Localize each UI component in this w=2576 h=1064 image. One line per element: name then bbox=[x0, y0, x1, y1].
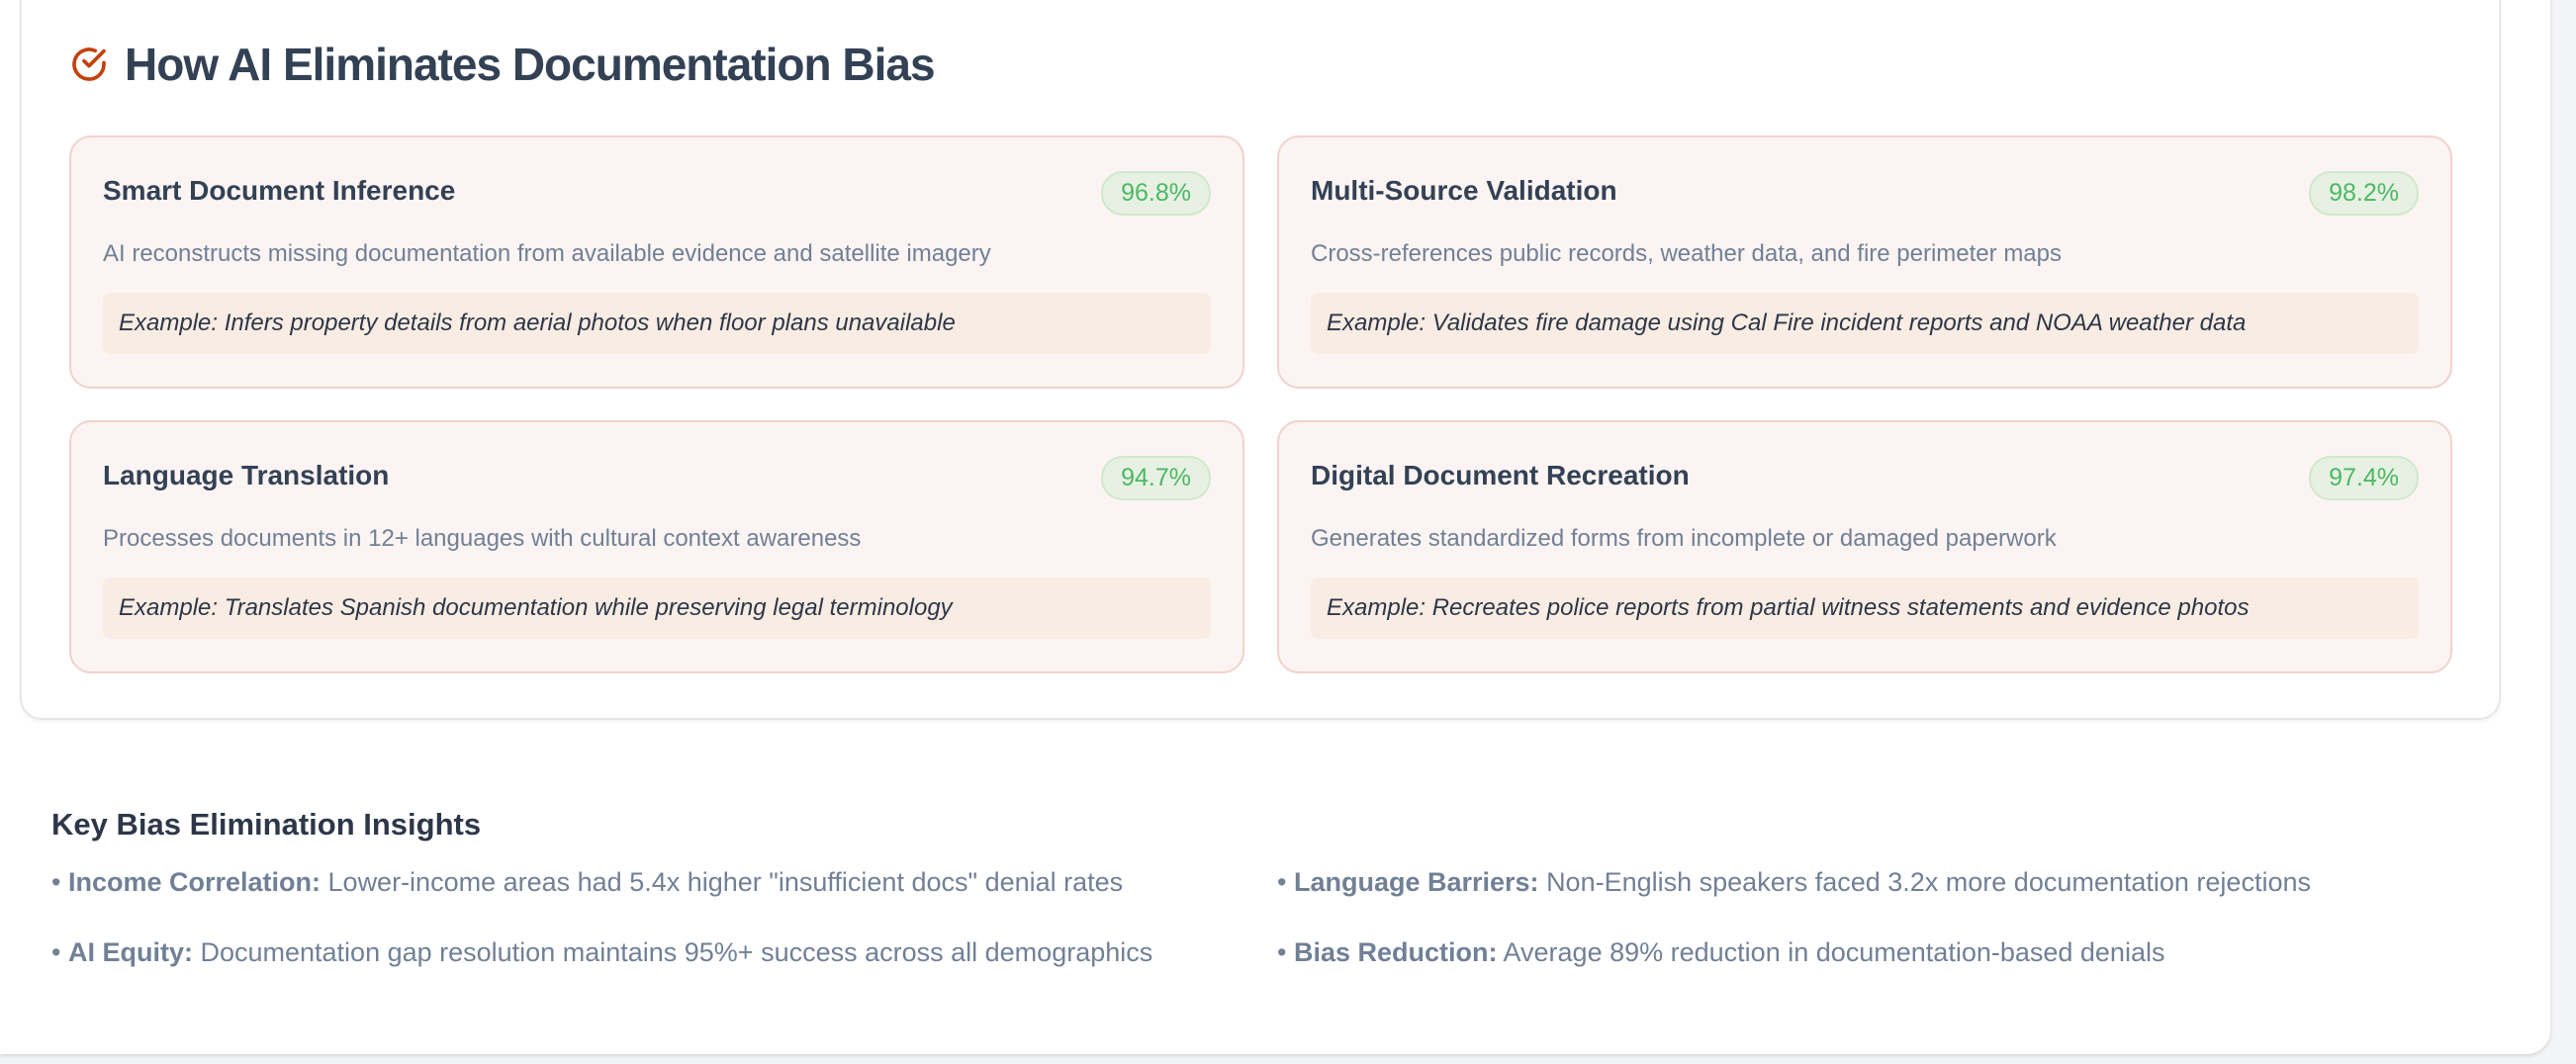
check-circle-icon bbox=[72, 47, 106, 81]
card-title: Language Translation bbox=[103, 460, 390, 490]
insight-item: • Bias Reduction: Average 89% reduction … bbox=[1277, 937, 2165, 967]
insight-label: Bias Reduction: bbox=[1293, 937, 1498, 967]
card-description: Cross-references public records, weather… bbox=[1311, 240, 2062, 267]
card-title: Multi-Source Validation bbox=[1311, 175, 1617, 206]
feature-card: Multi-Source Validation 98.2% Cross-refe… bbox=[1277, 135, 2452, 389]
insight-text: Average 89% reduction in documentation-b… bbox=[1503, 937, 2165, 967]
feature-card: Smart Document Inference 96.8% AI recons… bbox=[69, 135, 1244, 389]
card-description: Generates standardized forms from incomp… bbox=[1311, 525, 2057, 552]
accuracy-badge: 96.8% bbox=[1101, 171, 1211, 216]
insight-item: • Income Correlation: Lower-income areas… bbox=[51, 867, 1124, 897]
insight-item: • Language Barriers: Non-English speaker… bbox=[1277, 867, 2311, 897]
section-title: How AI Eliminates Documentation Bias bbox=[125, 39, 936, 90]
card-example: Example: Recreates police reports from p… bbox=[1311, 577, 2419, 639]
card-description: AI reconstructs missing documentation fr… bbox=[103, 240, 991, 267]
feature-card: Digital Document Recreation 97.4% Genera… bbox=[1277, 420, 2452, 673]
insight-text: Lower-income areas had 5.4x higher "insu… bbox=[327, 867, 1124, 897]
insight-text: Non-English speakers faced 3.2x more doc… bbox=[1546, 867, 2311, 897]
card-title: Digital Document Recreation bbox=[1311, 460, 1690, 490]
insight-label: Income Correlation: bbox=[67, 867, 322, 897]
card-example: Example: Infers property details from ae… bbox=[103, 293, 1211, 354]
accuracy-badge: 98.2% bbox=[2309, 171, 2419, 216]
card-title: Smart Document Inference bbox=[103, 175, 456, 206]
insight-label: AI Equity: bbox=[67, 937, 193, 967]
card-example: Example: Translates Spanish documentatio… bbox=[103, 577, 1211, 639]
card-description: Processes documents in 12+ languages wit… bbox=[103, 525, 862, 552]
accuracy-badge: 94.7% bbox=[1101, 456, 1211, 500]
feature-card: Language Translation 94.7% Processes doc… bbox=[69, 420, 1244, 673]
card-example: Example: Validates fire damage using Cal… bbox=[1311, 293, 2419, 354]
insights-title: Key Bias Elimination Insights bbox=[51, 807, 482, 842]
section-heading: How AI Eliminates Documentation Bias bbox=[69, 38, 936, 91]
accuracy-badge: 97.4% bbox=[2309, 456, 2419, 500]
insight-item: • AI Equity: Documentation gap resolutio… bbox=[51, 937, 1153, 967]
insight-text: Documentation gap resolution maintains 9… bbox=[200, 937, 1153, 967]
insight-label: Language Barriers: bbox=[1293, 867, 1539, 897]
